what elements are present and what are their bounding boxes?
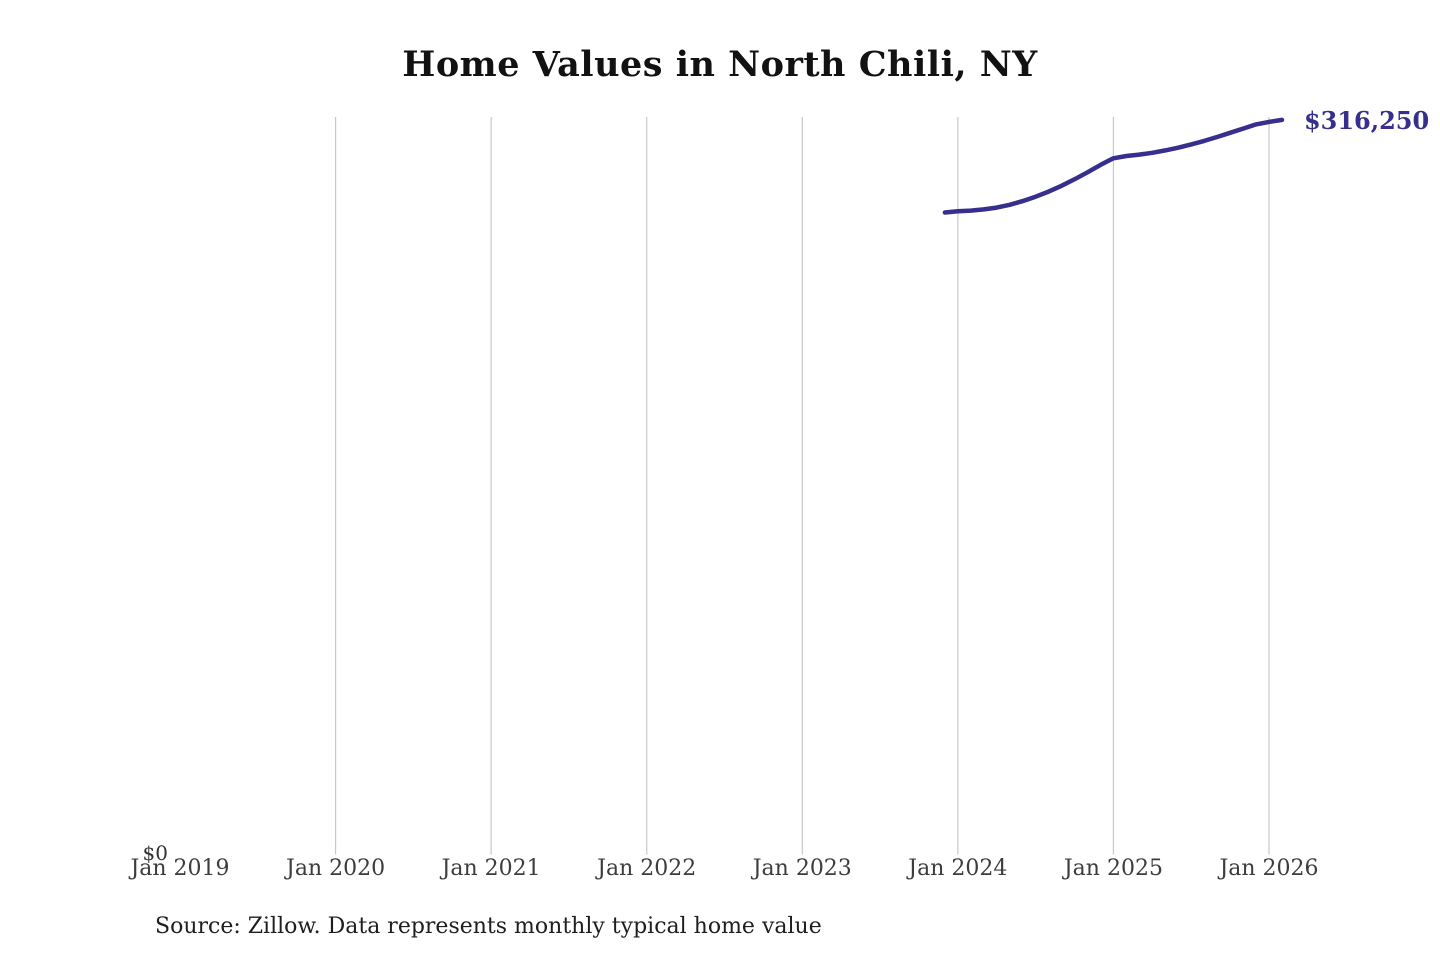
x-axis-label: Jan 2019 (130, 856, 230, 881)
y-axis-zero-label: $0 (142, 841, 168, 865)
x-axis-label: Jan 2020 (286, 856, 386, 881)
x-axis-label: Jan 2021 (441, 856, 541, 881)
x-axis-label: Jan 2026 (1219, 856, 1319, 881)
home-value-line (942, 117, 1285, 215)
chart-title: Home Values in North Chili, NY (402, 44, 1038, 85)
source-note: Source: Zillow. Data represents monthly … (155, 914, 822, 939)
x-axis-label: Jan 2023 (752, 856, 852, 881)
latest-value-label: $316,250 (1303, 105, 1430, 135)
x-axis-label: Jan 2022 (597, 856, 697, 881)
x-axis-label: Jan 2024 (908, 856, 1008, 881)
gridline-group (334, 117, 1270, 855)
x-axis-label: Jan 2025 (1063, 856, 1163, 881)
